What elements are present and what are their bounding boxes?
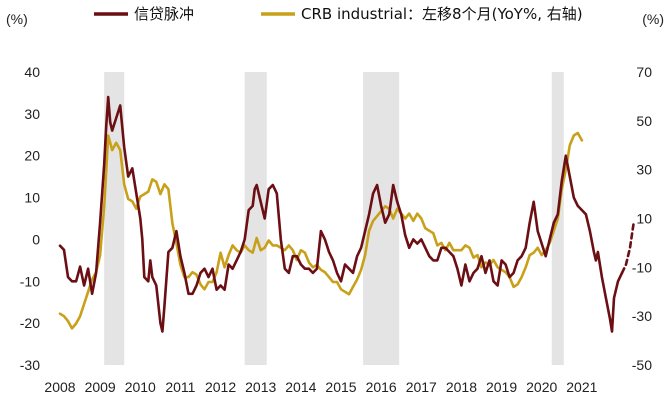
right-axis-unit: (%) — [642, 11, 664, 27]
x-tick-label: 2016 — [366, 379, 397, 395]
right-tick-label: 50 — [636, 113, 652, 129]
x-tick-label: 2015 — [325, 379, 356, 395]
x-tick-label: 2011 — [165, 379, 195, 395]
left-tick-label: 30 — [24, 106, 40, 122]
shaded-period-2 — [244, 72, 267, 365]
x-tick-label: 2008 — [44, 379, 75, 395]
x-tick-label: 2012 — [205, 379, 236, 395]
legend: 信贷脉冲 CRB industrial：左移8个月(YoY%, 右轴) — [94, 5, 583, 23]
right-tick-label: 10 — [636, 211, 652, 227]
x-tick-label: 2013 — [245, 379, 276, 395]
left-tick-label: -30 — [20, 357, 40, 373]
x-axis-ticks: 2008 2009 2010 2011 2012 2013 2014 2015 2016 2017… — [44, 379, 597, 395]
x-tick-label: 2020 — [526, 379, 557, 395]
right-tick-label: -50 — [632, 357, 652, 373]
right-axis-ticks: -50 -30 -10 10 30 50 70 — [632, 64, 652, 373]
left-tick-label: 10 — [24, 190, 40, 206]
legend-label-crb-industrial: CRB industrial：左移8个月(YoY%, 右轴) — [301, 5, 583, 23]
shaded-period-1 — [104, 72, 125, 365]
x-tick-label: 2021 — [566, 379, 597, 395]
right-tick-label: 70 — [636, 64, 652, 80]
x-tick-label: 2018 — [446, 379, 477, 395]
left-tick-label: 20 — [24, 148, 40, 164]
left-axis-ticks: -30 -20 -10 0 10 20 30 40 — [20, 64, 40, 373]
left-axis-unit: (%) — [6, 11, 28, 27]
x-tick-label: 2019 — [486, 379, 517, 395]
series-line-credit-impulse — [58, 95, 624, 333]
x-tick-label: 2017 — [406, 379, 437, 395]
right-tick-label: 30 — [636, 162, 652, 178]
legend-label-credit-impulse: 信贷脉冲 — [134, 5, 194, 23]
right-tick-label: -30 — [632, 308, 652, 324]
x-tick-label: 2010 — [125, 379, 156, 395]
series-line-crb-industrial — [58, 131, 584, 330]
right-tick-label: -10 — [632, 259, 652, 275]
shaded-periods — [104, 72, 564, 365]
left-tick-label: 40 — [24, 64, 40, 80]
x-tick-label: 2009 — [85, 379, 116, 395]
left-tick-label: -10 — [20, 273, 40, 289]
left-tick-label: 0 — [32, 231, 40, 247]
x-tick-label: 2014 — [285, 379, 316, 395]
series-line-credit-impulse-forecast — [620, 219, 636, 275]
series-lines — [58, 95, 636, 333]
left-tick-label: -20 — [20, 315, 40, 331]
